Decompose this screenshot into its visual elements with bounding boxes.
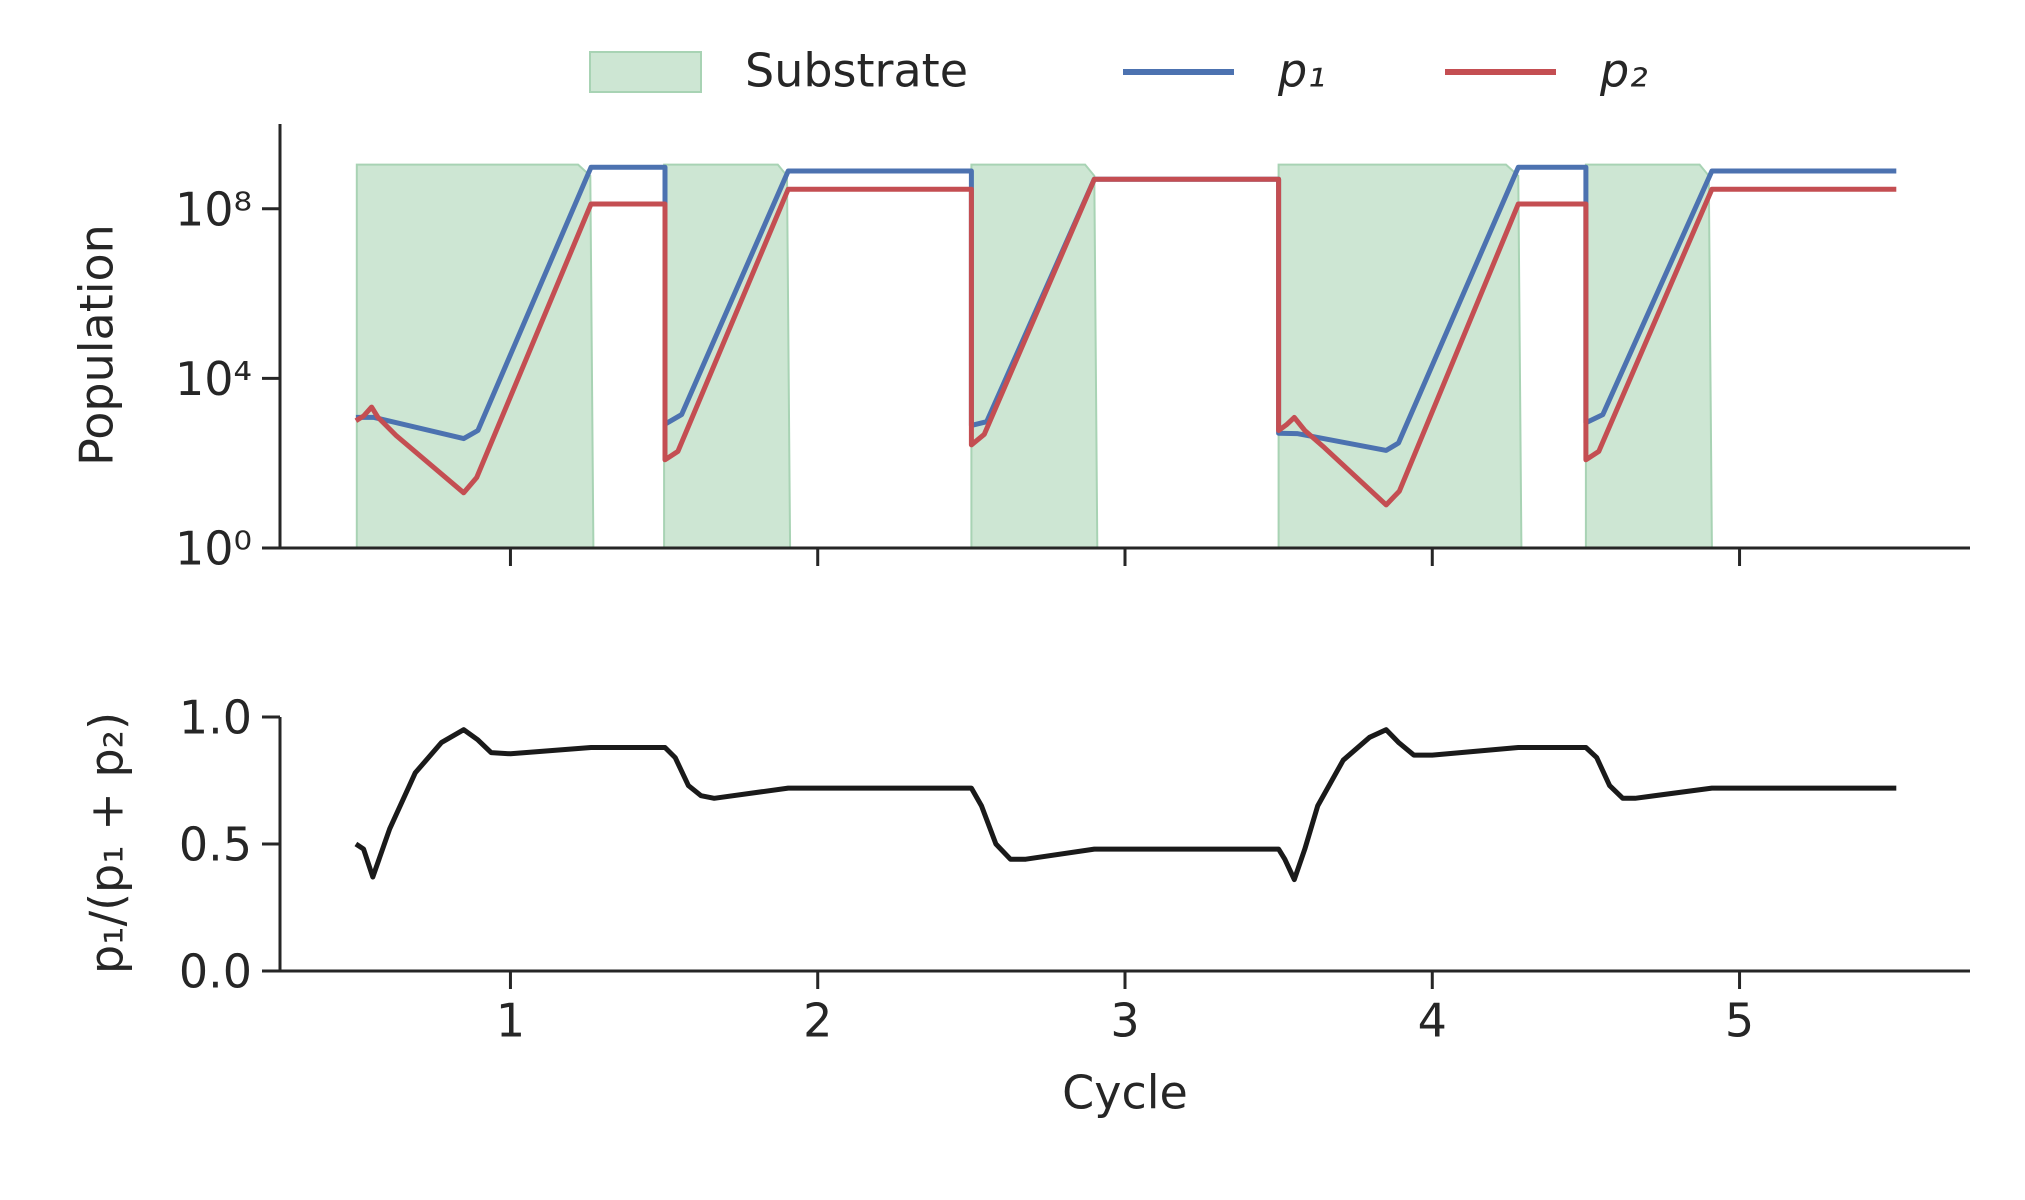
y-tick-label: 0.5 [179, 818, 252, 872]
x-tick-label: 4 [1418, 994, 1447, 1048]
y-axis-title: Population [70, 224, 124, 466]
legend-swatch [589, 51, 702, 93]
series-line [354, 727, 1897, 883]
y-tick-label: 10⁴ [175, 352, 252, 406]
y-tick-label: 10⁸ [175, 182, 252, 236]
x-axis-title: Cycle [1062, 1066, 1188, 1120]
x-tick-label: 5 [1725, 994, 1754, 1048]
legend-label: Substrate [745, 44, 968, 98]
series-line [354, 176, 1897, 508]
y-tick-label: 0.0 [179, 945, 252, 999]
legend-label: p₂ [1599, 44, 1648, 98]
x-tick-label: 2 [803, 994, 832, 1048]
legend-label: p₁ [1277, 44, 1326, 98]
y-tick-label: 10⁰ [175, 522, 252, 576]
y-axis-title: p₁/(p₁ + p₂) [80, 712, 134, 974]
x-tick-label: 3 [1110, 994, 1139, 1048]
x-tick-label: 1 [496, 994, 525, 1048]
y-tick-label: 1.0 [179, 691, 252, 745]
